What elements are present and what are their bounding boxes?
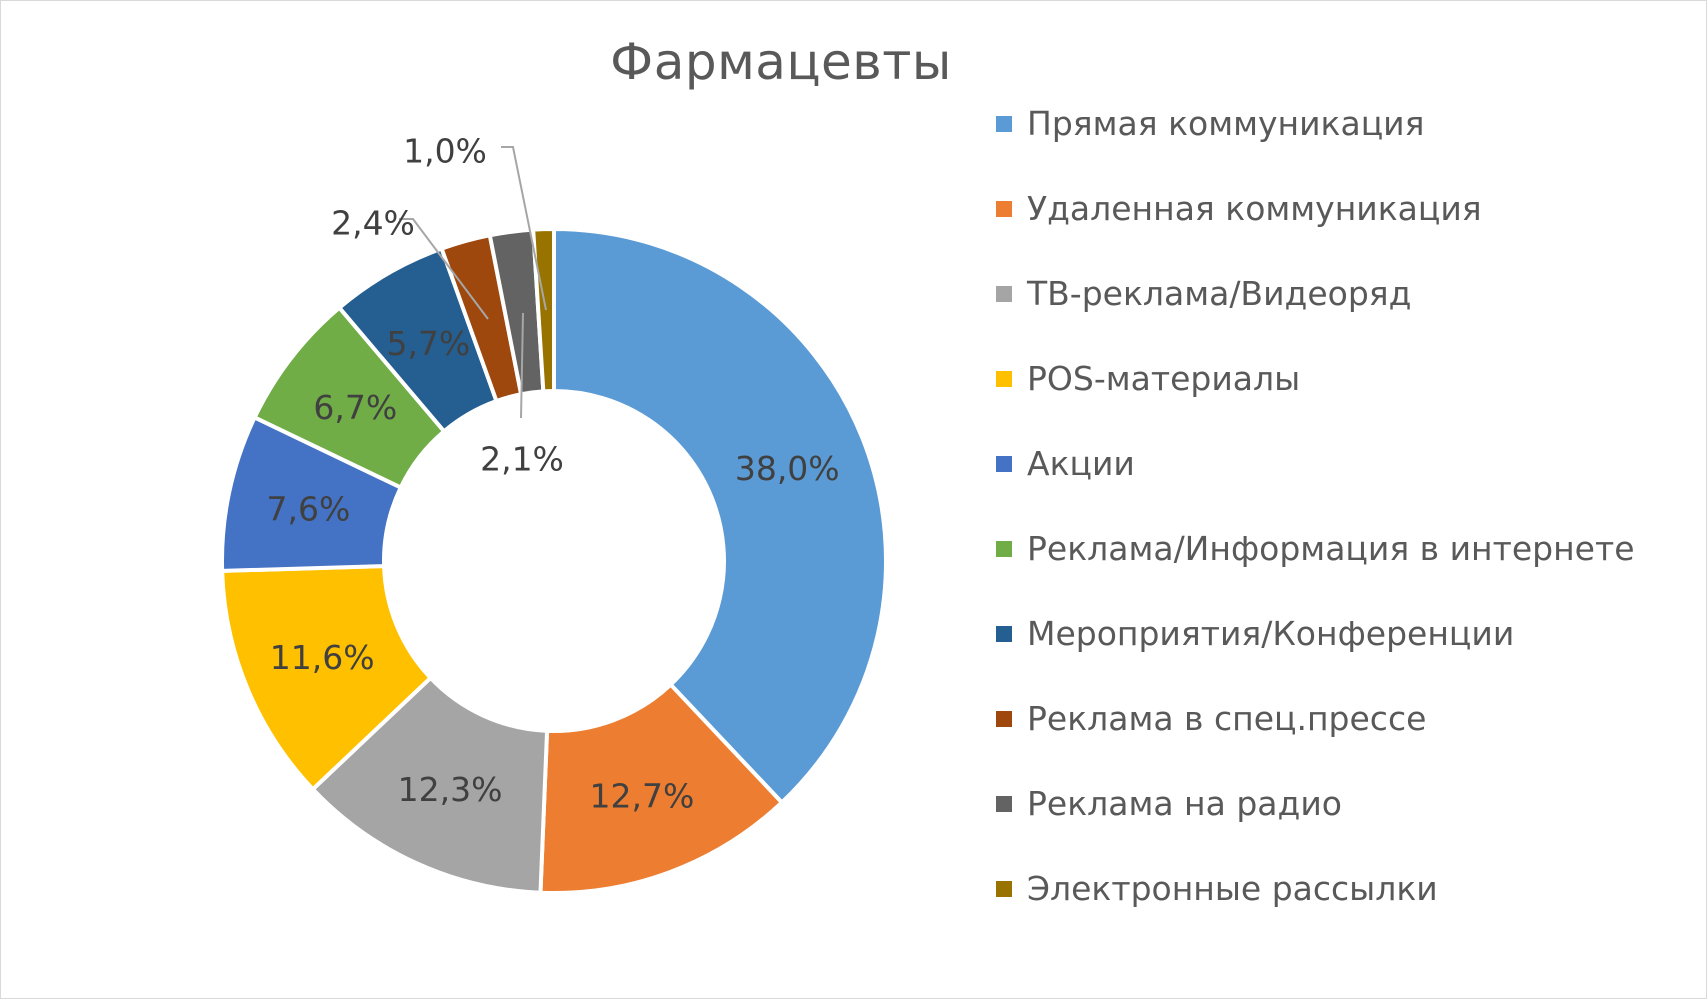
legend-item: Акции (996, 421, 1696, 506)
legend-swatch (996, 115, 1012, 132)
legend-swatch (996, 540, 1012, 557)
leader-line (399, 218, 489, 320)
data-labels: 38,0% 12,7% 12,3% 11,6% 7,6% 6,7% 5,7% 2,4% 2,1%… (267, 132, 840, 816)
data-label: 2,4% (331, 204, 415, 243)
legend-item: Прямая коммуникация (996, 81, 1696, 166)
legend-label: Мероприятия/Конференции (1027, 614, 1515, 653)
leader-lines (399, 146, 547, 419)
legend: Прямая коммуникация Удаленная коммуникаци… (996, 81, 1696, 931)
legend-swatch (996, 880, 1012, 897)
legend-label: ТВ-реклама/Видеоряд (1027, 274, 1412, 313)
donut-slice (552, 226, 888, 806)
legend-label: Удаленная коммуникация (1027, 189, 1482, 228)
data-label: 38,0% (735, 449, 840, 488)
legend-item: Удаленная коммуникация (996, 166, 1696, 251)
legend-swatch (996, 795, 1012, 812)
data-label: 5,7% (386, 324, 470, 363)
legend-item: Реклама/Информация в интернете (996, 506, 1696, 591)
legend-label: Электронные рассылки (1027, 869, 1438, 908)
legend-swatch (996, 200, 1012, 217)
legend-swatch (996, 710, 1012, 727)
legend-item: ТВ-реклама/Видеоряд (996, 251, 1696, 336)
legend-item: POS-материалы (996, 336, 1696, 421)
data-label: 11,6% (270, 638, 375, 677)
legend-item: Реклама в спец.прессе (996, 676, 1696, 761)
legend-label: Реклама/Информация в интернете (1027, 529, 1635, 568)
chart-title: Фармацевты (610, 33, 952, 91)
legend-item: Мероприятия/Конференции (996, 591, 1696, 676)
data-label: 6,7% (313, 388, 397, 427)
legend-item: Реклама на радио (996, 761, 1696, 846)
data-label: 1,0% (403, 132, 487, 171)
legend-label: Реклама на радио (1027, 784, 1342, 823)
legend-swatch (996, 370, 1012, 387)
legend-item: Электронные рассылки (996, 846, 1696, 931)
data-label: 2,1% (480, 440, 564, 479)
donut-slice (538, 681, 785, 895)
data-label: 7,6% (267, 489, 351, 528)
legend-label: Акции (1027, 444, 1135, 483)
donut-slices (220, 226, 888, 895)
legend-swatch (996, 625, 1012, 642)
leader-line (520, 312, 524, 419)
legend-label: Прямая коммуникация (1027, 104, 1425, 143)
data-label: 12,7% (589, 777, 694, 816)
leader-line (501, 146, 547, 311)
data-label: 12,3% (398, 770, 503, 809)
legend-swatch (996, 455, 1012, 472)
legend-swatch (996, 285, 1012, 302)
legend-label: POS-материалы (1027, 359, 1301, 398)
legend-label: Реклама в спец.прессе (1027, 699, 1427, 738)
